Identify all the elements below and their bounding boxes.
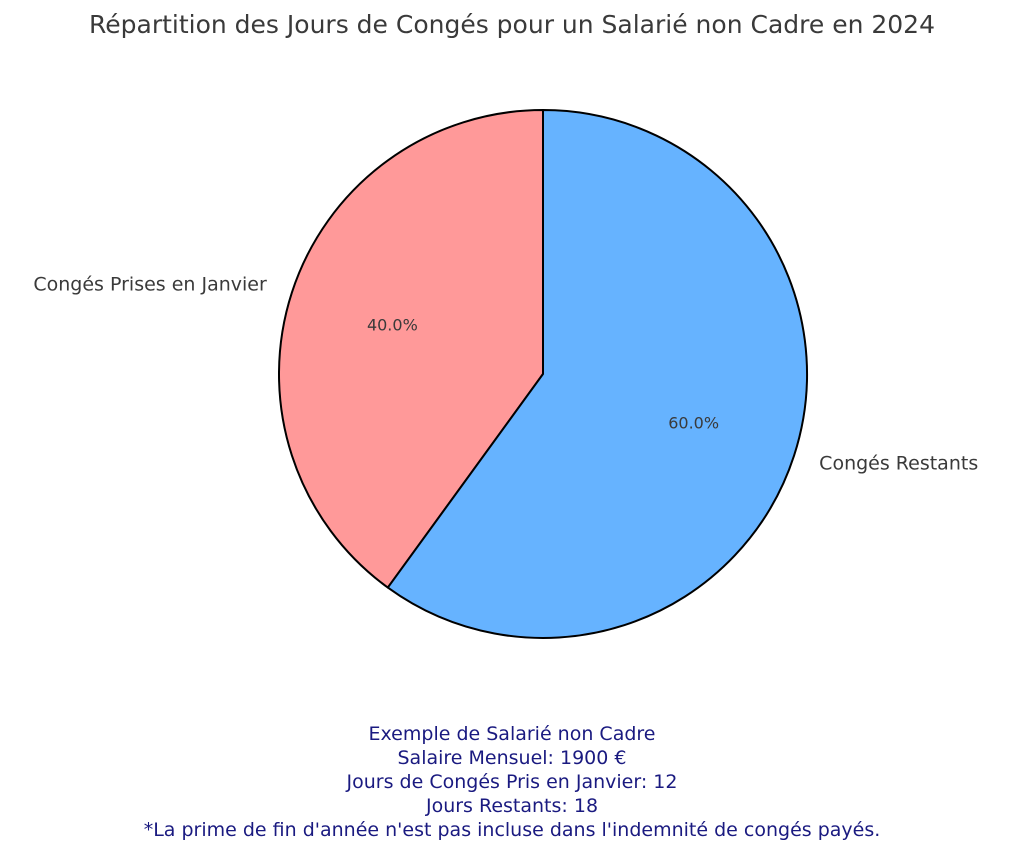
pie-pct-label-0: 40.0% bbox=[367, 316, 418, 335]
pie-labels: 40.0% Congés Prises en Janvier 60.0% Congés… bbox=[33, 273, 978, 474]
annotation-line-salary: Salaire Mensuel: 1900 € bbox=[397, 747, 627, 769]
pie-slice-0 bbox=[278, 109, 544, 589]
annotation-line-days-remaining: Jours Restants: 18 bbox=[425, 795, 599, 817]
pie-category-label-1: Congés Restants bbox=[819, 453, 978, 475]
annotation-line-example: Exemple de Salarié non Cadre bbox=[368, 723, 656, 745]
annotation-line-footnote: *La prime de fin d'année n'est pas inclu… bbox=[143, 819, 881, 841]
pie-pct-label-1: 60.0% bbox=[668, 413, 719, 432]
pie-slices bbox=[278, 109, 808, 639]
chart-annotation: Exemple de Salarié non Cadre Salaire Men… bbox=[0, 722, 1024, 842]
pie-slice-1 bbox=[386, 109, 808, 639]
chart-title: Répartition des Jours de Congés pour un … bbox=[89, 10, 935, 39]
pie-category-label-0: Congés Prises en Janvier bbox=[33, 273, 267, 295]
annotation-line-days-taken: Jours de Congés Pris en Janvier: 12 bbox=[346, 771, 678, 793]
